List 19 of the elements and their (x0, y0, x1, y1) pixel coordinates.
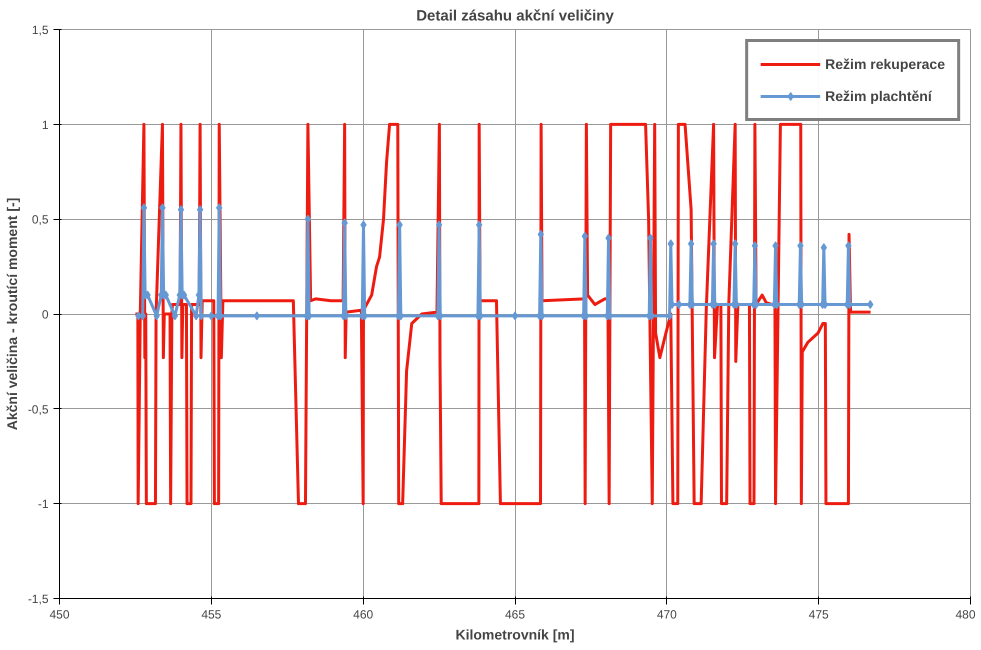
y-tick-label: 1,5 (32, 23, 49, 37)
x-tick-label: 480 (955, 608, 976, 622)
y-tick-label: -1,5 (28, 592, 49, 606)
y-axis-title: Akční veličina - kroutící moment [-] (4, 198, 20, 430)
x-tick-label: 450 (49, 608, 70, 622)
x-tick-label: 475 (808, 608, 830, 622)
x-tick-label: 455 (201, 608, 222, 622)
legend-label: Režim rekuperace (825, 56, 945, 72)
x-tick-label: 465 (504, 608, 526, 622)
chart-title: Detail zásahu akční veličiny (416, 8, 614, 24)
x-axis-title: Kilometrovník [m] (455, 626, 575, 642)
x-tick-label: 470 (656, 608, 678, 622)
y-tick-label: 1 (42, 118, 49, 132)
x-tick-label: 460 (353, 608, 374, 622)
y-tick-label: -0,5 (28, 402, 49, 416)
legend-label: Režim plachtění (825, 88, 932, 104)
y-tick-label: -1 (38, 497, 49, 512)
y-tick-label: 0,5 (32, 212, 49, 227)
y-tick-label: 0 (42, 308, 49, 322)
